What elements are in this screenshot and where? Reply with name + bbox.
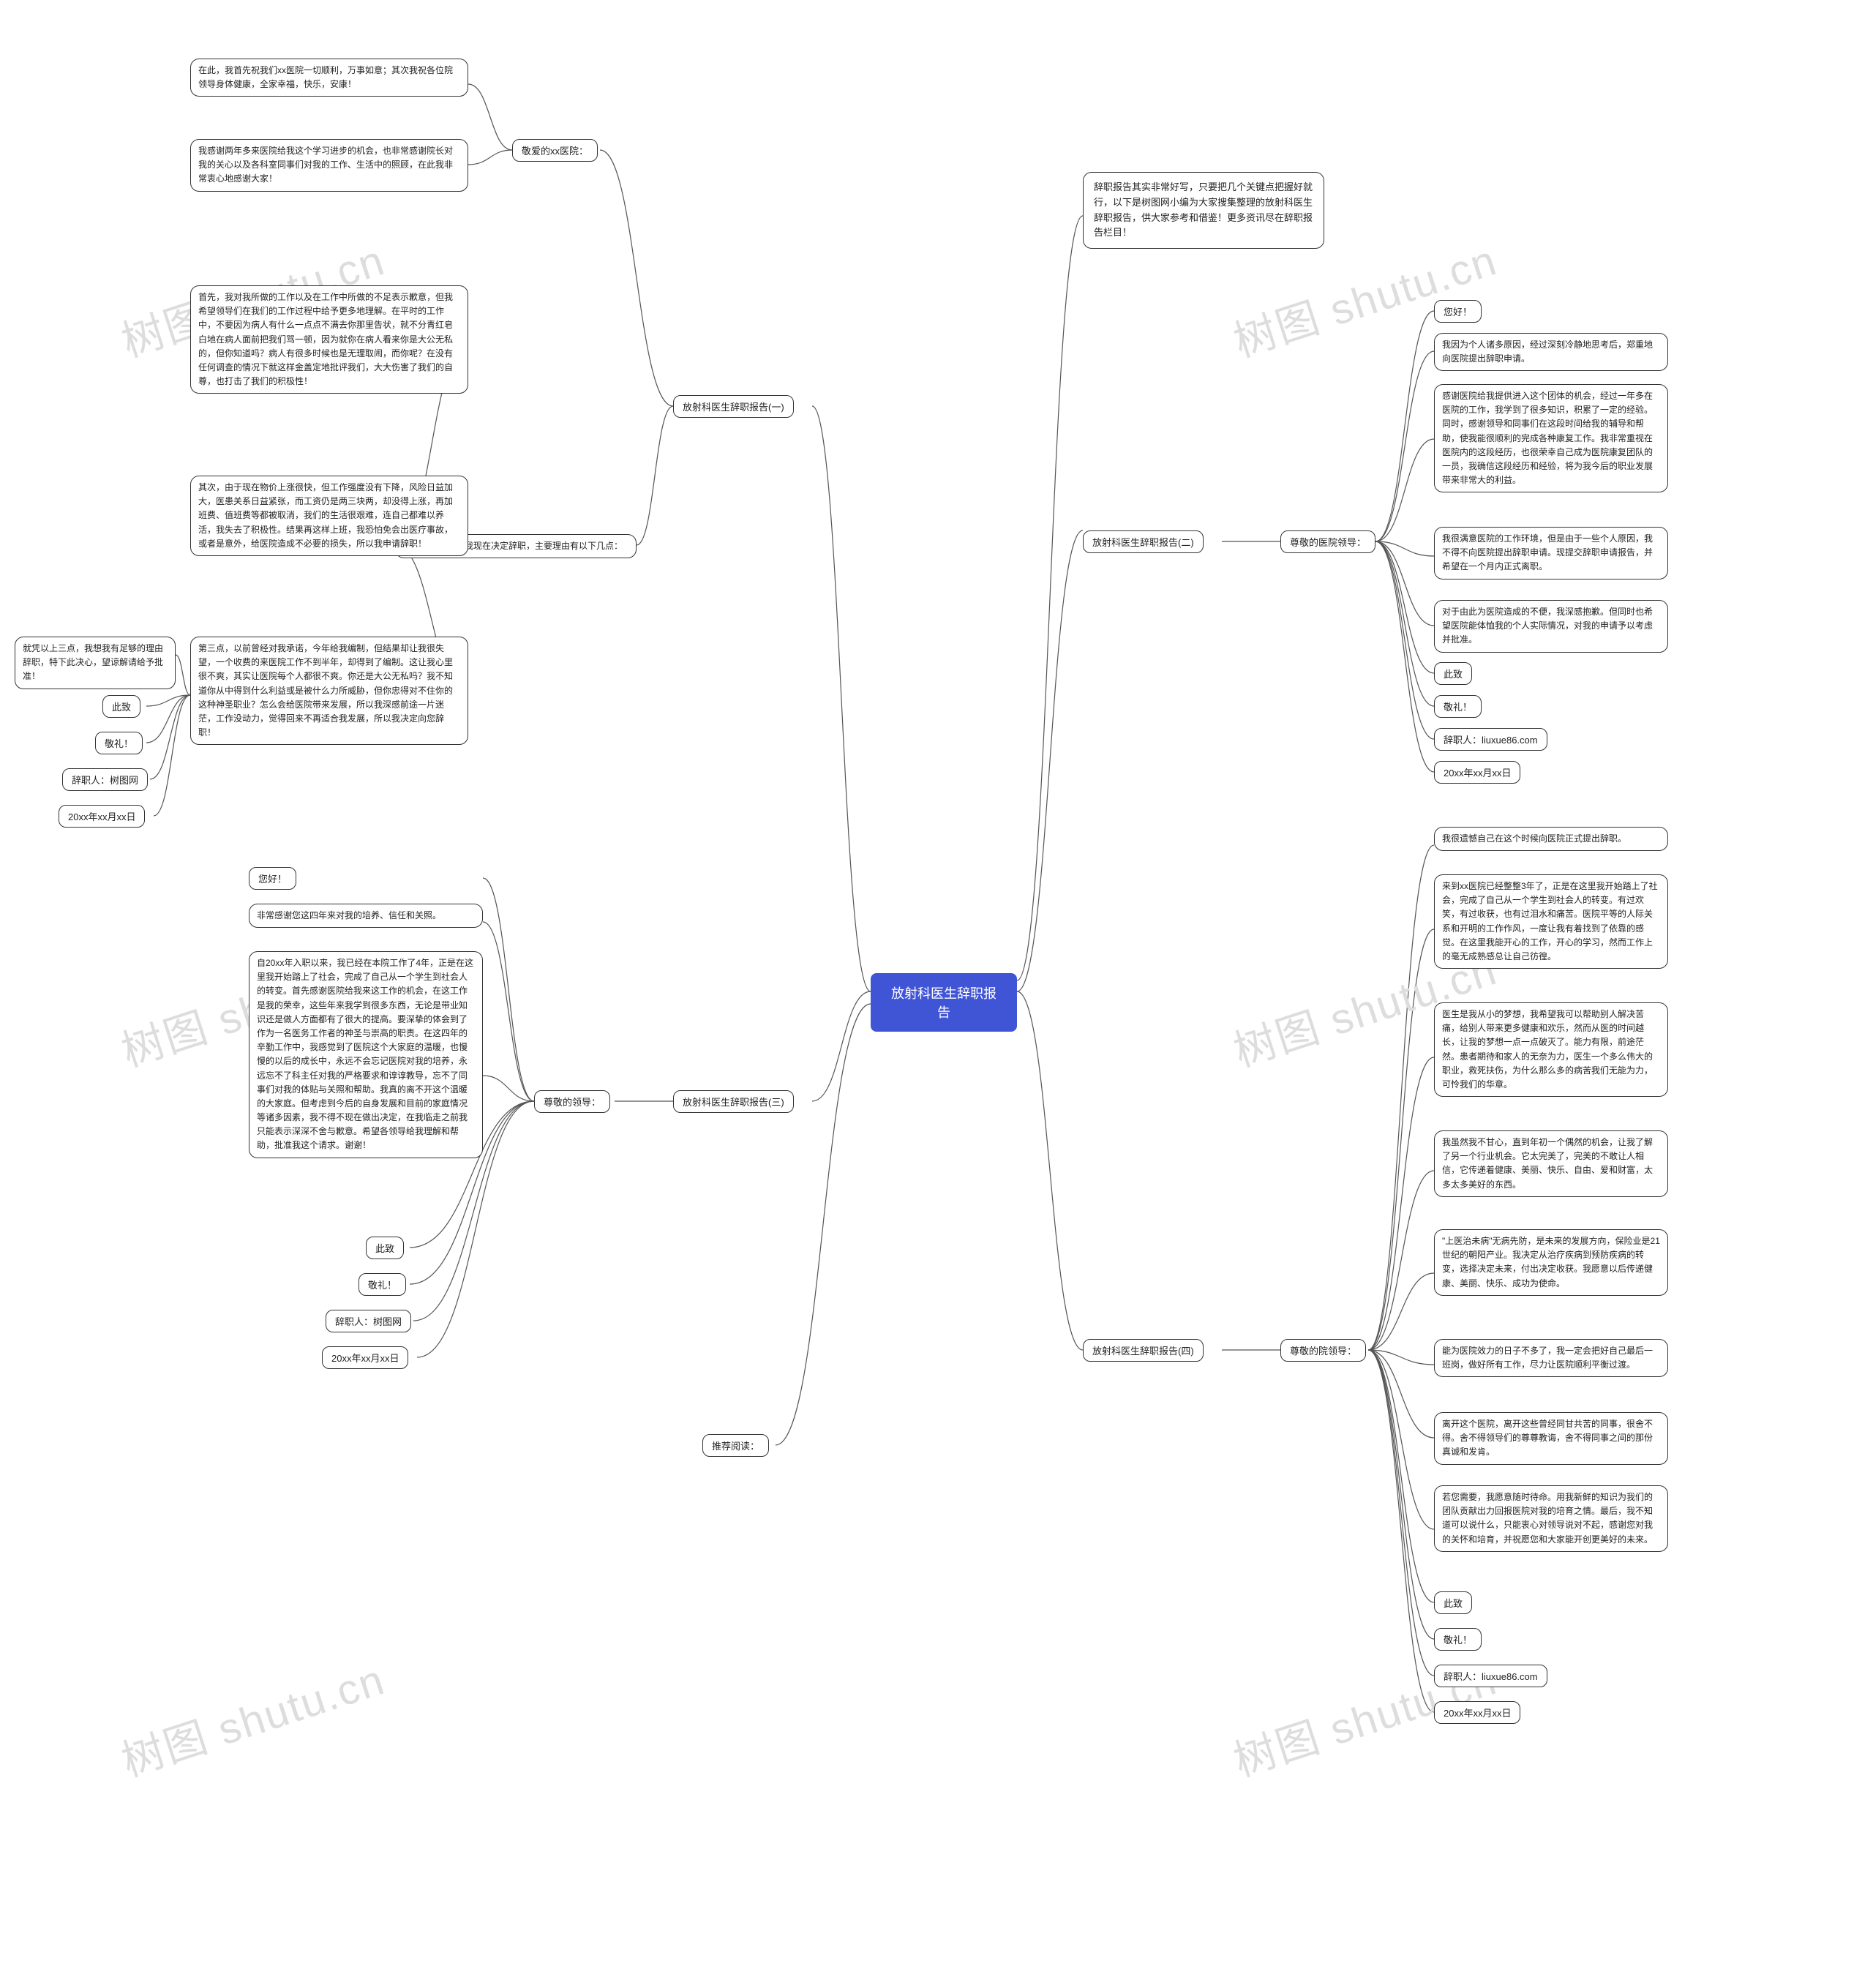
branch-recommend[interactable]: 推荐阅读：	[702, 1434, 769, 1457]
report1-leaf[interactable]: 第三点，以前曾经对我承诺，今年给我编制，但结果却让我很失望，一个收费的来医院工作…	[190, 637, 468, 745]
branch-report4[interactable]: 放射科医生辞职报告(四)	[1083, 1339, 1204, 1362]
report4-leaf[interactable]: 来到xx医院已经整整3年了，正是在这里我开始踏上了社会，完成了自己从一个学生到社…	[1434, 874, 1668, 969]
report3-leaf[interactable]: 非常感谢您这四年来对我的培养、信任和关照。	[249, 904, 483, 928]
report3-dear[interactable]: 尊敬的领导：	[534, 1090, 610, 1113]
report1-dear[interactable]: 敬爱的xx医院：	[512, 139, 598, 162]
report3-leaf[interactable]: 自20xx年入职以来，我已经在本院工作了4年，正是在这里我开始踏上了社会，完成了…	[249, 951, 483, 1158]
report4-dear[interactable]: 尊敬的院领导：	[1280, 1339, 1366, 1362]
branch-report3[interactable]: 放射科医生辞职报告(三)	[673, 1090, 794, 1113]
report1-leaf[interactable]: 我感谢两年多来医院给我这个学习进步的机会，也非常感谢院长对我的关心以及各科室同事…	[190, 139, 468, 192]
report2-leaf[interactable]: 对于由此为医院造成的不便，我深感抱歉。但同时也希望医院能体恤我的个人实际情况，对…	[1434, 600, 1668, 653]
report1-leaf[interactable]: 在此，我首先祝我们xx医院一切顺利，万事如意；其次我祝各位院领导身体健康，全家幸…	[190, 59, 468, 97]
report3-leaf[interactable]: 您好！	[249, 867, 296, 890]
report3-leaf[interactable]: 辞职人：树图网	[326, 1310, 411, 1332]
report3-leaf[interactable]: 敬礼！	[359, 1273, 406, 1296]
report4-leaf[interactable]: 我虽然我不甘心，直到年初一个偶然的机会，让我了解了另一个行业机会。它太完美了，完…	[1434, 1130, 1668, 1197]
intro-node[interactable]: 辞职报告其实非常好写，只要把几个关键点把握好就行，以下是树图网小编为大家搜集整理…	[1083, 172, 1324, 249]
report3-leaf[interactable]: 此致	[366, 1237, 404, 1259]
report4-leaf[interactable]: 敬礼！	[1434, 1628, 1482, 1651]
report4-leaf[interactable]: 能为医院效力的日子不多了，我一定会把好自己最后一班岗，做好所有工作，尽力让医院顺…	[1434, 1339, 1668, 1377]
report3-leaf[interactable]: 20xx年xx月xx日	[322, 1346, 408, 1369]
report2-leaf[interactable]: 我很满意医院的工作环境，但是由于一些个人原因，我不得不向医院提出辞职申请。现提交…	[1434, 527, 1668, 579]
report2-leaf[interactable]: 辞职人：liuxue86.com	[1434, 728, 1547, 751]
report1-leaf[interactable]: 辞职人：树图网	[62, 768, 148, 791]
report4-leaf[interactable]: 若您需要，我愿意随时待命。用我新鲜的知识为我们的团队贡献出力回报医院对我的培育之…	[1434, 1485, 1668, 1552]
report4-leaf[interactable]: 医生是我从小的梦想，我希望我可以帮助别人解决苦痛，给别人带来更多健康和欢乐，然而…	[1434, 1002, 1668, 1097]
branch-report2[interactable]: 放射科医生辞职报告(二)	[1083, 530, 1204, 553]
report2-leaf[interactable]: 此致	[1434, 662, 1472, 685]
report1-leaf[interactable]: 此致	[102, 695, 140, 718]
report2-dear[interactable]: 尊敬的医院领导：	[1280, 530, 1375, 553]
root-node[interactable]: 放射科医生辞职报告	[871, 973, 1017, 1032]
report2-leaf[interactable]: 20xx年xx月xx日	[1434, 761, 1520, 784]
mindmap-canvas: 树图 shutu.cn 树图 shutu.cn 树图 shutu.cn 树图 s…	[0, 0, 1873, 1988]
report1-leaf[interactable]: 首先，我对我所做的工作以及在工作中所做的不足表示歉意，但我希望领导们在我们的工作…	[190, 285, 468, 394]
report2-leaf[interactable]: 您好！	[1434, 300, 1482, 323]
report4-leaf[interactable]: 我很遗憾自己在这个时候向医院正式提出辞职。	[1434, 827, 1668, 851]
report4-leaf[interactable]: 辞职人：liuxue86.com	[1434, 1665, 1547, 1687]
report4-leaf[interactable]: 20xx年xx月xx日	[1434, 1701, 1520, 1724]
report4-leaf[interactable]: "上医治未病"无病先防，是未来的发展方向，保险业是21世纪的朝阳产业。我决定从治…	[1434, 1229, 1668, 1296]
report2-leaf[interactable]: 感谢医院给我提供进入这个团体的机会，经过一年多在医院的工作，我学到了很多知识，积…	[1434, 384, 1668, 492]
report2-leaf[interactable]: 我因为个人诸多原因，经过深刻冷静地思考后，郑重地向医院提出辞职申请。	[1434, 333, 1668, 371]
report4-leaf[interactable]: 此致	[1434, 1591, 1472, 1614]
branch-report1[interactable]: 放射科医生辞职报告(一)	[673, 395, 794, 418]
report1-leaf[interactable]: 20xx年xx月xx日	[59, 805, 145, 828]
report1-leaf[interactable]: 其次，由于现在物价上涨很快，但工作强度没有下降，风险日益加大，医患关系日益紧张，…	[190, 476, 468, 556]
report1-leaf[interactable]: 敬礼！	[95, 732, 143, 754]
watermark: 树图 shutu.cn	[113, 1646, 391, 1788]
report2-leaf[interactable]: 敬礼！	[1434, 695, 1482, 718]
report4-leaf[interactable]: 离开这个医院，离开这些曾经同甘共苦的同事，很舍不得。舍不得领导们的尊尊教诲，舍不…	[1434, 1412, 1668, 1465]
report1-leaf[interactable]: 就凭以上三点，我想我有足够的理由辞职，特下此决心，望谅解请给予批准！	[15, 637, 176, 689]
